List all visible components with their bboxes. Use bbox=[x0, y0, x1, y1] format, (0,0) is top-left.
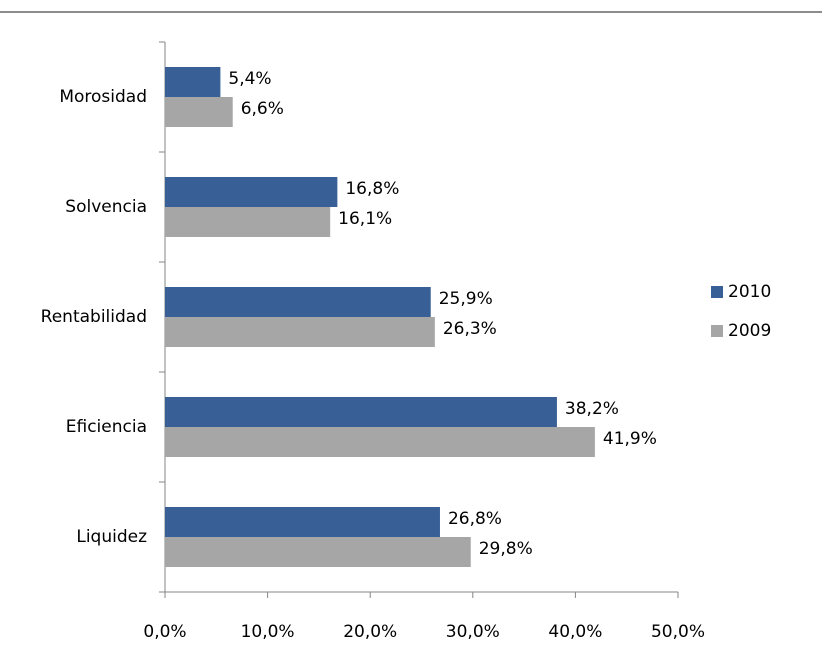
value-label: 26,8% bbox=[448, 509, 502, 529]
bar bbox=[165, 97, 233, 127]
bar bbox=[165, 507, 440, 537]
value-label: 16,8% bbox=[345, 179, 399, 199]
bar bbox=[165, 67, 221, 97]
value-label: 26,3% bbox=[443, 319, 497, 339]
x-tick-label: 20,0% bbox=[343, 622, 397, 642]
x-tick-label: 40,0% bbox=[548, 622, 602, 642]
bar bbox=[165, 207, 331, 237]
x-tick-label: 10,0% bbox=[241, 622, 295, 642]
bar bbox=[165, 397, 557, 427]
value-label: 6,6% bbox=[241, 99, 284, 119]
bar bbox=[165, 317, 435, 347]
y-tick-label: Eficiencia bbox=[66, 417, 147, 437]
legend-swatch bbox=[711, 325, 723, 337]
x-tick-label: 50,0% bbox=[651, 622, 705, 642]
value-label: 5,4% bbox=[228, 69, 271, 89]
legend-label: 2010 bbox=[728, 282, 771, 302]
y-tick-label: Liquidez bbox=[76, 527, 147, 547]
x-tick-label: 30,0% bbox=[446, 622, 500, 642]
bar bbox=[165, 177, 338, 207]
bar bbox=[165, 427, 595, 457]
value-label: 16,1% bbox=[338, 209, 392, 229]
value-label: 38,2% bbox=[565, 399, 619, 419]
legend-label: 2009 bbox=[728, 321, 771, 341]
y-tick-label: Rentabilidad bbox=[41, 307, 147, 327]
x-tick-label: 0,0% bbox=[143, 622, 186, 642]
value-label: 41,9% bbox=[603, 429, 657, 449]
y-tick-label: Morosidad bbox=[59, 87, 147, 107]
y-tick-label: Solvencia bbox=[65, 197, 147, 217]
value-label: 29,8% bbox=[479, 539, 533, 559]
bar bbox=[165, 287, 431, 317]
bar bbox=[165, 537, 471, 567]
value-label: 25,9% bbox=[439, 289, 493, 309]
legend-swatch bbox=[711, 286, 723, 298]
